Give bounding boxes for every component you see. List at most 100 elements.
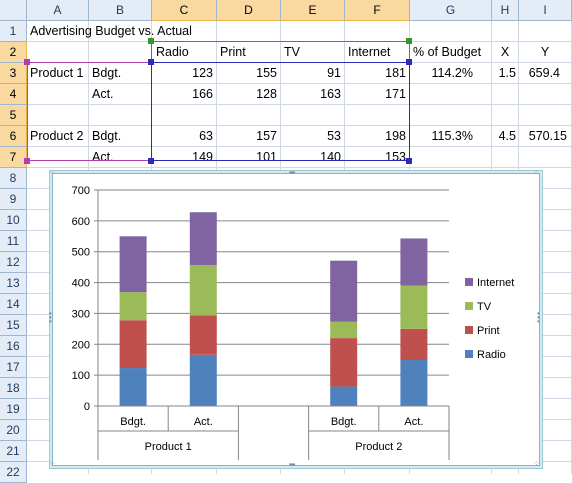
row-label-cell[interactable]: Bdgt. [92, 66, 122, 80]
resize-grip-corner[interactable]: ⁘ [533, 168, 540, 177]
value-cell[interactable]: 166 [192, 87, 213, 101]
bar-segment-print [189, 315, 217, 355]
row-header-15[interactable]: 15 [0, 315, 27, 336]
row-header-7[interactable]: 7 [0, 147, 27, 168]
row-header-11[interactable]: 11 [0, 231, 27, 252]
column-header-b[interactable]: B [89, 0, 152, 21]
row-header-22[interactable]: 22 [0, 462, 27, 483]
x-cell[interactable]: 4.5 [498, 129, 516, 143]
bar-segment-radio [330, 386, 358, 406]
resize-grip-corner[interactable]: ⁘ [49, 168, 56, 177]
pct-cell[interactable]: 114.2% [431, 66, 473, 80]
header-cell-print[interactable]: Print [220, 45, 246, 59]
stacked-column-chart[interactable]: ••• ••• • • • • • • ⁘ ⁘ ⁘ ⁘ 0 100 200 300 400 500… [49, 169, 540, 469]
select-all-corner[interactable] [0, 0, 27, 21]
row-header-17[interactable]: 17 [0, 357, 27, 378]
series-name-range-highlight [151, 41, 410, 63]
column-header-e[interactable]: E [281, 0, 345, 21]
column-header-i[interactable]: I [519, 0, 572, 21]
gridline [27, 104, 572, 105]
row-header-9[interactable]: 9 [0, 189, 27, 210]
product-label-cell[interactable]: Product 1 [30, 66, 84, 80]
y-tick-label: 200 [72, 339, 90, 351]
value-cell[interactable]: 53 [327, 129, 341, 143]
gridline [27, 83, 572, 84]
row-header-21[interactable]: 21 [0, 441, 27, 462]
legend-swatch-internet [465, 278, 473, 286]
row-label-cell[interactable]: Bdgt. [92, 129, 122, 143]
y-tick-label: 300 [72, 308, 90, 320]
y-tick-label: 100 [72, 370, 90, 382]
value-cell[interactable]: 123 [192, 66, 213, 80]
row-header-3[interactable]: 3 [0, 63, 27, 84]
value-cell[interactable]: 63 [199, 129, 213, 143]
resize-grip-left[interactable]: • • • [49, 309, 52, 326]
bar-segment-tv [330, 321, 358, 339]
row-header-18[interactable]: 18 [0, 378, 27, 399]
value-cell[interactable]: 91 [327, 66, 341, 80]
bar-segment-tv [189, 264, 217, 316]
bar-segment-print [400, 328, 428, 361]
row-header-1[interactable]: 1 [0, 21, 27, 42]
gridline [27, 167, 572, 168]
value-cell[interactable]: 128 [256, 87, 277, 101]
resize-grip-right[interactable]: • • • [537, 309, 540, 326]
range-resize-handle[interactable] [148, 59, 154, 65]
x-cell[interactable]: 1.5 [498, 66, 516, 80]
range-resize-handle[interactable] [24, 59, 30, 65]
value-cell[interactable]: 198 [385, 129, 406, 143]
pct-cell[interactable]: 115.3% [431, 129, 473, 143]
column-header-f[interactable]: F [345, 0, 410, 21]
bar-segment-internet [189, 212, 217, 265]
sheet-title-cell[interactable]: Advertising Budget vs. Actual [30, 24, 192, 38]
value-cell[interactable]: 181 [385, 66, 406, 80]
product-label-cell[interactable]: Product 2 [30, 129, 84, 143]
value-cell[interactable]: 163 [320, 87, 341, 101]
header-cell-tv[interactable]: TV [284, 45, 300, 59]
row-header-16[interactable]: 16 [0, 336, 27, 357]
row-header-14[interactable]: 14 [0, 294, 27, 315]
row-header-4[interactable]: 4 [0, 84, 27, 105]
row-header-19[interactable]: 19 [0, 399, 27, 420]
row-header-20[interactable]: 20 [0, 420, 27, 441]
range-resize-handle[interactable] [406, 59, 412, 65]
range-resize-handle[interactable] [406, 158, 412, 164]
y-cell[interactable]: 570.15 [528, 129, 567, 143]
header-cell-radio[interactable]: Radio [156, 45, 189, 59]
column-header-c[interactable]: C [152, 0, 217, 21]
value-cell[interactable]: 171 [385, 87, 406, 101]
row-header-8[interactable]: 8 [0, 168, 27, 189]
y-tick-label: 600 [72, 216, 90, 228]
resize-grip-corner[interactable]: ⁘ [533, 459, 540, 468]
group-label: Product 1 [145, 441, 192, 453]
row-header-5[interactable]: 5 [0, 105, 27, 126]
gridline [27, 146, 572, 147]
row-header-12[interactable]: 12 [0, 252, 27, 273]
y-cell[interactable]: 659.4 [528, 66, 560, 80]
category-range-highlight [27, 62, 152, 161]
resize-grip-bottom[interactable]: ••• [289, 460, 295, 469]
row-header-6[interactable]: 6 [0, 126, 27, 147]
row-header-13[interactable]: 13 [0, 273, 27, 294]
column-header-g[interactable]: G [410, 0, 492, 21]
x-tick-label: Act. [404, 416, 423, 428]
column-header-a[interactable]: A [27, 0, 89, 21]
range-resize-handle[interactable] [24, 158, 30, 164]
value-cell[interactable]: 157 [256, 129, 277, 143]
row-header-2[interactable]: 2 [0, 42, 27, 63]
header-cell-x[interactable]: X [500, 45, 510, 59]
resize-grip-top[interactable]: ••• [289, 168, 295, 177]
range-resize-handle[interactable] [148, 38, 154, 44]
row-header-10[interactable]: 10 [0, 210, 27, 231]
resize-grip-corner[interactable]: ⁘ [49, 459, 56, 468]
header-cell-y[interactable]: Y [540, 45, 550, 59]
row-label-cell[interactable]: Act. [92, 87, 114, 101]
header-cell-pct-budget[interactable]: % of Budget [413, 45, 482, 59]
value-cell[interactable]: 155 [256, 66, 277, 80]
range-resize-handle[interactable] [406, 38, 412, 44]
range-resize-handle[interactable] [148, 158, 154, 164]
chart-canvas: 0 100 200 300 400 500 600 700 Bdgt. Act. Bdgt. Act.… [72, 185, 514, 460]
column-header-d[interactable]: D [217, 0, 281, 21]
column-header-h[interactable]: H [492, 0, 519, 21]
header-cell-internet[interactable]: Internet [348, 45, 391, 59]
